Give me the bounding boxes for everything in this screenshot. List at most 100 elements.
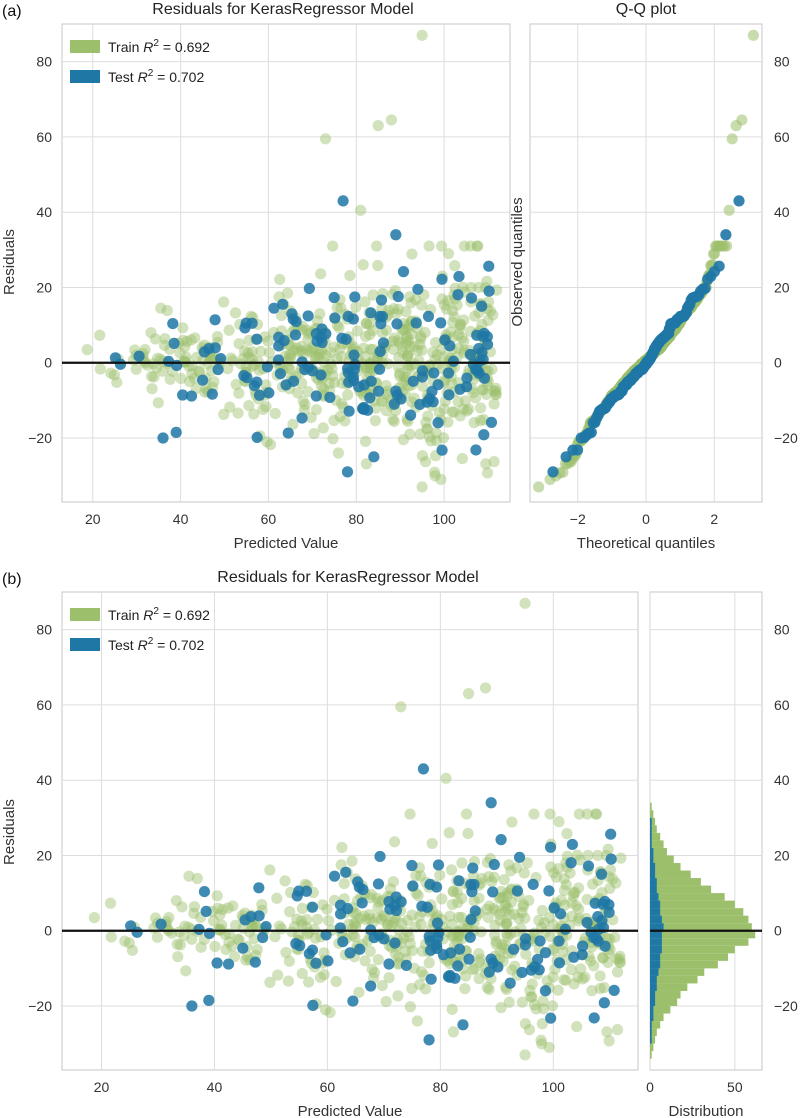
train-point: [313, 348, 325, 360]
x-tick-label: 100: [432, 511, 456, 527]
train-point: [501, 902, 514, 915]
test-point: [431, 917, 444, 929]
train-point: [447, 1026, 459, 1038]
test-point: [519, 939, 532, 951]
test-point: [280, 379, 292, 391]
train-point: [401, 349, 414, 362]
train-point: [526, 991, 538, 1003]
x-tick-label: 2: [710, 511, 718, 527]
train-point: [448, 406, 460, 418]
x-tick-label: 0: [642, 511, 650, 527]
test-point: [306, 944, 319, 956]
test-point: [272, 354, 285, 366]
train-point: [211, 331, 224, 343]
train-point: [460, 808, 473, 820]
train-point: [519, 1049, 531, 1061]
train-point: [123, 937, 135, 949]
train-point: [406, 945, 418, 957]
train-point: [520, 948, 532, 960]
train-point: [256, 899, 268, 911]
train-point: [94, 329, 106, 341]
hist-train-bar: [650, 855, 674, 863]
train-point: [438, 403, 450, 415]
train-point: [248, 933, 260, 945]
train-point: [291, 913, 303, 925]
train-point: [394, 367, 406, 380]
test-point: [478, 429, 490, 441]
train-point: [111, 376, 123, 388]
train-point: [460, 970, 472, 982]
hist-test-bar: [650, 945, 662, 954]
test-point: [310, 957, 322, 969]
train-point: [257, 403, 269, 416]
train-point: [566, 897, 578, 909]
train-point: [459, 395, 472, 407]
train-point: [462, 827, 474, 840]
train-point: [572, 915, 585, 927]
train-point: [293, 346, 305, 358]
train-point: [452, 897, 464, 909]
train-point: [422, 410, 434, 422]
test-point: [453, 270, 465, 283]
train-point: [220, 943, 232, 956]
test-point: [114, 358, 127, 370]
test-point: [483, 260, 495, 272]
train-point: [293, 929, 305, 941]
train-point: [490, 935, 502, 948]
train-point: [170, 895, 182, 907]
train-point: [592, 849, 604, 862]
test-point: [215, 353, 227, 365]
train-point: [288, 344, 300, 356]
legend-train-text: Train R2 = 0.692: [108, 38, 210, 55]
train-point: [461, 405, 473, 417]
qq-test-point: [733, 195, 745, 207]
train-point: [188, 901, 201, 913]
hist-test-bar: [650, 825, 652, 833]
train-point: [454, 322, 466, 334]
train-point: [519, 1018, 532, 1030]
test-point: [603, 906, 615, 919]
train-point: [264, 976, 276, 988]
train-point: [195, 941, 207, 953]
train-point: [317, 899, 329, 911]
train-point: [326, 363, 338, 375]
residuals-plot-a: 20 40 60 80 100 −20 0 20 40 60 80 Train R2 = 0.69…: [28, 23, 511, 527]
test-point: [439, 334, 451, 346]
train-point: [297, 395, 309, 407]
train-point: [364, 913, 376, 925]
train-point: [536, 1018, 548, 1030]
test-point: [468, 878, 480, 891]
train-point: [397, 434, 410, 446]
train-point: [328, 341, 340, 353]
train-point: [324, 1006, 336, 1019]
train-point: [304, 345, 317, 357]
train-point: [364, 362, 376, 374]
test-point: [485, 416, 498, 428]
x-tick-label: 0: [646, 1079, 654, 1095]
hist-train-bar: [650, 990, 681, 999]
train-point: [105, 367, 117, 379]
train-point: [503, 908, 515, 921]
test-point: [404, 409, 417, 421]
test-point: [457, 1019, 469, 1031]
train-point: [155, 302, 167, 314]
x-tick-label: 80: [348, 511, 364, 527]
train-point: [445, 864, 458, 876]
train-point: [509, 926, 521, 938]
xlabel-qq: Theoretical quantiles: [577, 535, 715, 552]
train-point: [602, 843, 614, 855]
hist-test-bar: [650, 847, 654, 856]
train-point: [280, 946, 292, 959]
hist-test-bar: [650, 878, 657, 886]
test-point: [488, 858, 500, 871]
test-point: [253, 389, 266, 401]
train-point: [501, 931, 514, 943]
train-point: [448, 311, 460, 323]
x-tick-label: 60: [261, 511, 277, 527]
train-point: [239, 345, 251, 357]
y-tick-label: 20: [774, 847, 790, 863]
test-point: [197, 374, 209, 386]
train-point: [476, 872, 488, 885]
test-point: [436, 444, 448, 456]
legend-b: Train R2 = 0.692 Test R2 = 0.702: [70, 606, 210, 653]
